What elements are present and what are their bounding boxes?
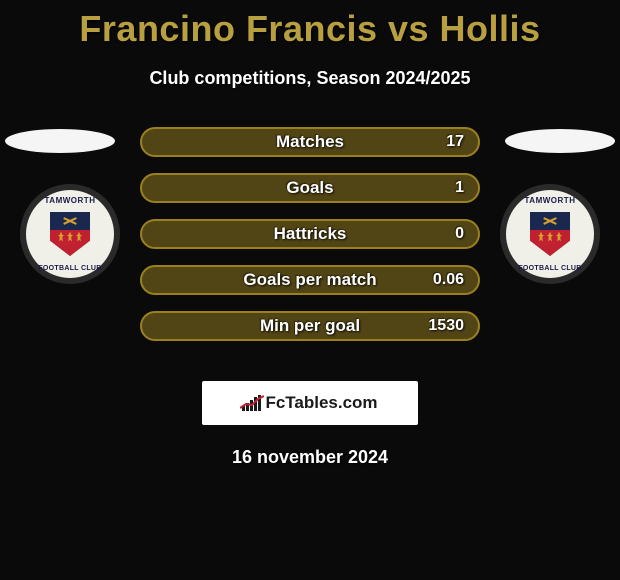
stat-label: Hattricks <box>274 224 347 244</box>
stat-label: Goals per match <box>243 270 376 290</box>
stat-row-goals: Goals 1 <box>140 173 480 203</box>
badge-top-text: TAMWORTH <box>45 196 96 205</box>
right-ellipse-shadow <box>505 129 615 153</box>
shield-cross-icon <box>543 216 557 226</box>
page-title: Francino Francis vs Hollis <box>0 0 620 50</box>
badge-top-text: TAMWORTH <box>525 196 576 205</box>
fleur-icon <box>76 232 82 242</box>
page-subtitle: Club competitions, Season 2024/2025 <box>0 68 620 89</box>
stat-row-goals-per-match: Goals per match 0.06 <box>140 265 480 295</box>
footer-date: 16 november 2024 <box>0 447 620 468</box>
brand-logo-content: FcTables.com <box>242 393 377 413</box>
shield-bottom-section <box>50 230 90 256</box>
stat-value: 0.06 <box>433 271 464 289</box>
fleur-icon <box>547 232 553 242</box>
badge-inner-circle: TAMWORTH FOOTBALL CLUB <box>26 190 114 278</box>
fleur-icon <box>538 232 544 242</box>
stat-label: Goals <box>286 178 333 198</box>
chart-icon <box>242 395 261 411</box>
badge-shield-icon <box>50 212 90 256</box>
stat-label: Min per goal <box>260 316 360 336</box>
fleur-icon <box>67 232 73 242</box>
fleur-icon <box>58 232 64 242</box>
left-ellipse-shadow <box>5 129 115 153</box>
brand-logo-text: FcTables.com <box>265 393 377 413</box>
shield-top-section <box>530 212 570 230</box>
right-club-badge: TAMWORTH FOOTBALL CLUB <box>500 184 600 284</box>
fleur-icon <box>556 232 562 242</box>
stat-row-min-per-goal: Min per goal 1530 <box>140 311 480 341</box>
main-container: Francino Francis vs Hollis Club competit… <box>0 0 620 468</box>
stat-value: 17 <box>446 133 464 151</box>
stats-column: Matches 17 Goals 1 Hattricks 0 Goals per… <box>140 127 480 357</box>
shield-cross-icon <box>63 216 77 226</box>
badge-bottom-text: FOOTBALL CLUB <box>38 265 101 272</box>
chart-line-icon <box>240 395 264 409</box>
stat-row-hattricks: Hattricks 0 <box>140 219 480 249</box>
stat-value: 1 <box>455 179 464 197</box>
comparison-area: TAMWORTH FOOTBALL CLUB TAMWORTH <box>0 127 620 387</box>
stat-value: 1530 <box>428 317 464 335</box>
badge-shield-icon <box>530 212 570 256</box>
stat-value: 0 <box>455 225 464 243</box>
brand-logo-box: FcTables.com <box>202 381 418 425</box>
stat-row-matches: Matches 17 <box>140 127 480 157</box>
shield-top-section <box>50 212 90 230</box>
shield-bottom-section <box>530 230 570 256</box>
stat-label: Matches <box>276 132 344 152</box>
badge-inner-circle: TAMWORTH FOOTBALL CLUB <box>506 190 594 278</box>
badge-bottom-text: FOOTBALL CLUB <box>518 265 581 272</box>
left-club-badge: TAMWORTH FOOTBALL CLUB <box>20 184 120 284</box>
